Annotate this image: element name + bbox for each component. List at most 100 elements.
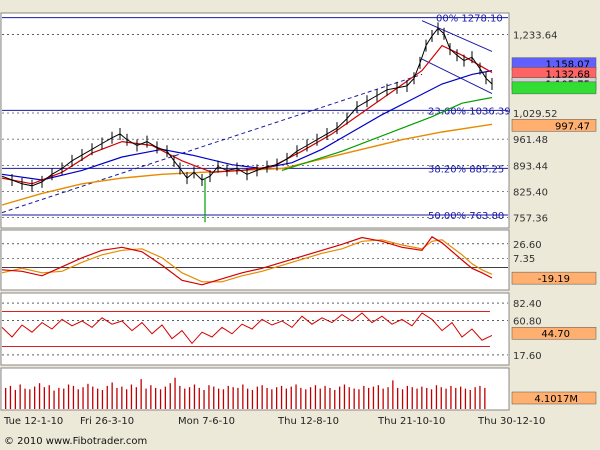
price-value-label: 1,132.68: [545, 69, 590, 80]
oscillator-main-line: [1, 236, 493, 286]
trendline-dashed: [1, 73, 423, 214]
fib-levels: 00% 1278.10 23.60% 1036.39 38.20% 885.25 50…: [2, 14, 511, 222]
rsi-value-label: 44.70: [541, 329, 570, 340]
volume-bar: [339, 386, 341, 409]
price-y-tick: 757.36: [513, 213, 548, 224]
price-y-tick: 893.44: [513, 161, 548, 172]
volume-bar: [101, 390, 104, 409]
volume-value-box: 4.1017M: [511, 391, 597, 405]
x-tick-label: Mon 7-6-10: [178, 416, 235, 427]
oscillator-value-label: -19.19: [538, 274, 570, 285]
volume-bar: [150, 385, 152, 409]
x-tick-label: Thu 30-12-10: [477, 416, 545, 427]
oscillator-value-box: [511, 271, 597, 285]
price-value-label: 997.47: [555, 121, 590, 132]
price-y-tick: 1,029.52: [513, 109, 558, 120]
ma-slow-line: [281, 96, 493, 171]
price-value-box: [511, 81, 597, 95]
rsi-grid: [2, 302, 508, 356]
volume-bar: [455, 387, 457, 409]
volume-bar: [256, 386, 258, 409]
volume-bar: [184, 388, 186, 409]
volume-value-label: 4.1017M: [534, 394, 578, 405]
volume-bar: [218, 388, 220, 409]
volume-bar: [406, 385, 408, 409]
rsi-y-tick: 82.40: [513, 299, 542, 310]
rsi-plot-area: [0, 292, 510, 366]
price-plot-area: [0, 12, 510, 229]
rsi-value-box: [511, 326, 597, 340]
x-tick-label: Fri 26-3-10: [80, 416, 134, 427]
fib-level-label: 50.00% 763.80: [428, 211, 504, 222]
volume-bar: [169, 383, 171, 409]
volume-bar: [227, 385, 229, 409]
volume-bar: [334, 390, 336, 409]
volume-bar: [305, 389, 307, 409]
oscillator-series: [1, 236, 493, 286]
volume-bar: [179, 385, 181, 409]
volume-bar: [72, 385, 75, 409]
oscillator-signal-line: [1, 239, 493, 283]
volume-bar: [474, 387, 476, 409]
oscillator-plot-area: [0, 229, 510, 291]
oscillator-y-axis: 26.60 7.35-19.19: [511, 240, 597, 285]
x-axis: Tue 12-1-10 Fri 26-3-10 Mon 7-6-10 Thu 12-8…: [3, 416, 545, 427]
volume-plot-area: [0, 367, 510, 411]
volume-bar: [174, 377, 176, 409]
volume-bar: [53, 390, 55, 409]
price-series: [1, 20, 493, 223]
volume-bar: [363, 385, 365, 409]
volume-bar: [285, 388, 287, 409]
volume-bar: [440, 387, 442, 409]
channel-lower-line: [421, 58, 493, 95]
volume-bar: [484, 387, 486, 409]
rsi-line: [1, 312, 493, 345]
volume-bar: [97, 388, 99, 409]
volume-bar: [430, 389, 433, 409]
fib-level-label: 23.60% 1036.39: [428, 106, 511, 117]
oscillator-y-tick: 7.35: [513, 254, 535, 265]
channel-upper-line: [421, 20, 493, 52]
credit-text: © 2010 www.Fibotrader.com: [4, 436, 147, 447]
volume-bar: [19, 384, 21, 409]
volume-bar: [58, 387, 60, 409]
rsi-y-tick: 60.80: [513, 316, 542, 327]
volume-bar: [208, 385, 210, 409]
volume-bar: [222, 389, 225, 409]
oscillator-y-tick: 26.60: [513, 240, 542, 251]
volume-bar: [159, 389, 162, 409]
volume-bar: [343, 384, 346, 409]
price-y-tick: 1,233.64: [513, 31, 558, 42]
volume-bar: [314, 385, 317, 409]
volume-bar: [38, 383, 41, 409]
volume-bar: [34, 386, 36, 409]
volume-bar: [242, 384, 244, 409]
volume-bar: [43, 387, 45, 409]
volume-bar: [24, 388, 26, 409]
volume-bar: [401, 389, 404, 409]
volume-bar: [82, 387, 84, 409]
volume-bar: [368, 387, 370, 409]
volume-bar: [397, 387, 399, 409]
volume-bar: [5, 387, 7, 409]
volume-bar: [251, 390, 254, 409]
volume-bar: [460, 386, 462, 409]
price-y-tick: 961.48: [513, 135, 548, 146]
volume-bar: [445, 388, 447, 409]
volume-bar: [116, 387, 118, 409]
volume-bar: [387, 387, 389, 409]
volume-bar: [77, 389, 79, 409]
price-value-boxes: 1,158.071,132.681,105.75997.47: [511, 57, 597, 132]
price-value-box: [511, 119, 597, 132]
volume-bar: [309, 387, 312, 409]
volume-bar: [435, 385, 438, 409]
x-tick-label: Tue 12-1-10: [3, 416, 63, 427]
volume-bar: [232, 387, 234, 409]
volume-bar: [111, 382, 113, 409]
volume-bar: [382, 388, 384, 409]
volume-bar: [280, 385, 283, 409]
x-tick-label: Thu 12-8-10: [277, 416, 339, 427]
volume-bar: [164, 386, 166, 409]
rsi-y-tick: 17.60: [513, 351, 542, 362]
